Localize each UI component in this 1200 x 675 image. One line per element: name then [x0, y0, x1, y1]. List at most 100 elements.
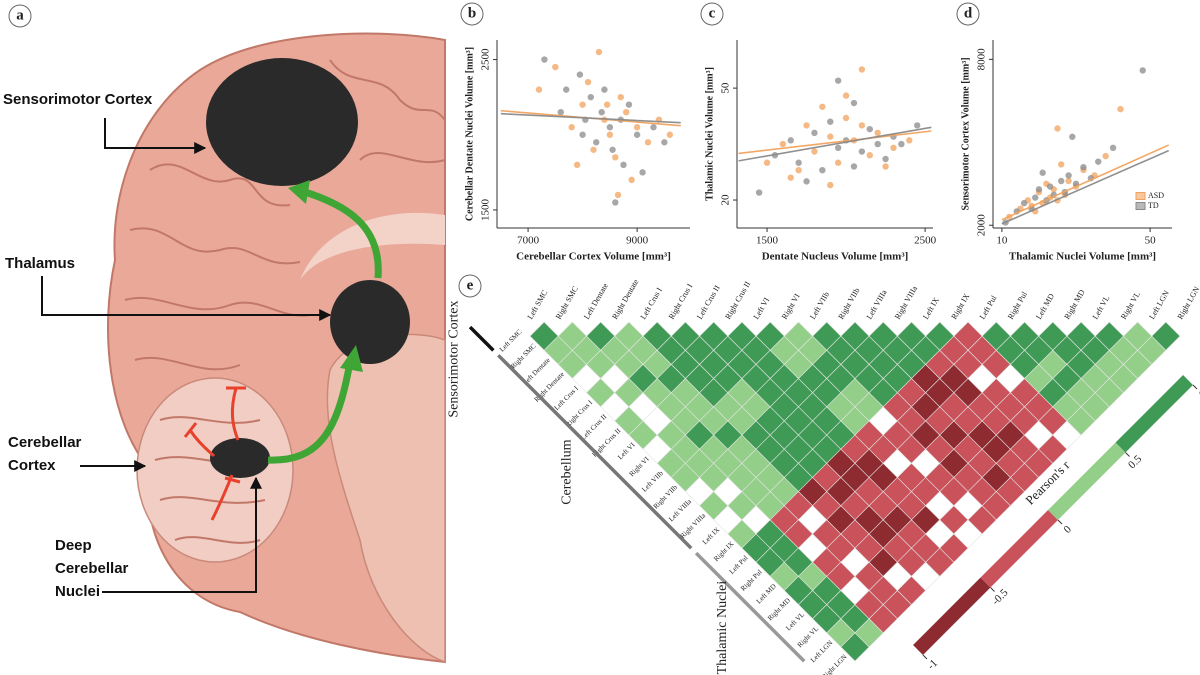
point [666, 131, 674, 138]
point [1102, 152, 1109, 160]
point [763, 159, 771, 166]
row-label: Right VIIb [652, 483, 680, 511]
point [541, 56, 548, 63]
point [850, 163, 858, 170]
point [620, 161, 627, 169]
pathway-arrow [267, 361, 354, 464]
point [842, 114, 850, 122]
y-axis-label: Thalamic Nuclei Volume [mm³] [704, 67, 715, 201]
arrowhead [288, 180, 310, 204]
point [755, 189, 763, 196]
column-label: Left SMC [526, 288, 550, 320]
panel-badge [700, 2, 724, 26]
panel-badge [956, 2, 980, 26]
row-label: Left LGN [809, 639, 834, 664]
point [1080, 163, 1087, 171]
point [617, 93, 624, 101]
point [803, 122, 810, 129]
point [633, 124, 641, 131]
point [1065, 177, 1072, 185]
fit-line [738, 130, 932, 155]
point [650, 124, 657, 131]
point [795, 166, 802, 174]
colorbar-tick-label: 0 [1061, 523, 1074, 536]
group-bar [497, 354, 693, 550]
panel-letter: e [467, 277, 474, 293]
colorbar-tick [922, 654, 928, 660]
point [811, 148, 818, 155]
point [1039, 169, 1046, 176]
inhibition [226, 386, 246, 441]
colorbar-segment [1048, 442, 1126, 520]
legend-swatch [1135, 192, 1146, 200]
point [563, 86, 570, 93]
row-label: Left VIIIa [667, 497, 693, 523]
point [1065, 172, 1072, 179]
point [633, 131, 641, 138]
point [612, 154, 619, 161]
point [644, 139, 652, 146]
colorbar-segment [1115, 375, 1193, 453]
point [593, 139, 600, 146]
y-tick-label: 2000 [976, 214, 988, 237]
column-label: Left LGN [1147, 289, 1171, 321]
point [1117, 105, 1124, 113]
row-label: Left SMC [498, 328, 524, 354]
row-label: Left Crus II [579, 412, 608, 441]
y-tick-label: 8000 [976, 48, 988, 70]
deep-nuclei-region [210, 438, 270, 478]
column-label: Right Pul [1006, 289, 1029, 321]
panel-letter: a [16, 7, 24, 23]
x-tick-label: 9000 [626, 235, 649, 247]
panel-badge [460, 2, 484, 26]
point [882, 163, 889, 170]
row-label: Right MD [766, 596, 792, 622]
thalamus-region [330, 280, 410, 364]
column-label: Left VI [752, 296, 772, 321]
row-label: Left VI [616, 441, 637, 462]
point [827, 118, 834, 125]
point [535, 86, 543, 93]
region-label: Thalamus [5, 255, 75, 272]
point [913, 122, 921, 129]
point [819, 166, 826, 174]
colorbar-tick-label: -1 [925, 657, 940, 672]
x-tick-label: 7000 [517, 235, 540, 247]
colorbar-tick [1057, 519, 1063, 525]
row-label: Right VL [796, 625, 820, 649]
point [573, 161, 581, 169]
point [612, 199, 619, 206]
point [850, 99, 858, 107]
point [858, 148, 866, 155]
point [606, 131, 614, 138]
point [579, 131, 586, 138]
colorbar-segment [913, 577, 991, 655]
group-bar [694, 551, 806, 663]
legend-label: ASD [1148, 191, 1164, 200]
column-label: Left VIIIa [865, 288, 889, 321]
point [898, 140, 905, 148]
cerebellum [136, 377, 294, 563]
column-label: Left MD [1034, 292, 1056, 321]
column-label: Right VI [780, 292, 802, 321]
column-label: Left VL [1091, 294, 1112, 321]
inhibition [183, 422, 216, 458]
gyrus [134, 356, 241, 371]
point [779, 140, 787, 148]
x-axis-label: Thalamic Nuclei Volume [mm³] [1009, 251, 1156, 263]
colorbar-tick-label: 1 [1196, 388, 1200, 400]
point [882, 155, 889, 163]
column-label: Left VIIb [808, 290, 831, 321]
point [576, 71, 584, 78]
point [1109, 144, 1117, 152]
point [1139, 67, 1146, 74]
column-label: Right IX [949, 292, 971, 321]
brain-illustration: a Sensorimotor Cortex Thalamus Cerebella… [3, 4, 446, 664]
column-label: Right Dentate [610, 277, 640, 321]
y-tick-label: 1500 [480, 198, 492, 221]
row-label: Right VI [628, 455, 652, 479]
colorbar-tick [990, 587, 995, 592]
row-label: Left Pul [728, 554, 750, 576]
point [623, 108, 630, 116]
